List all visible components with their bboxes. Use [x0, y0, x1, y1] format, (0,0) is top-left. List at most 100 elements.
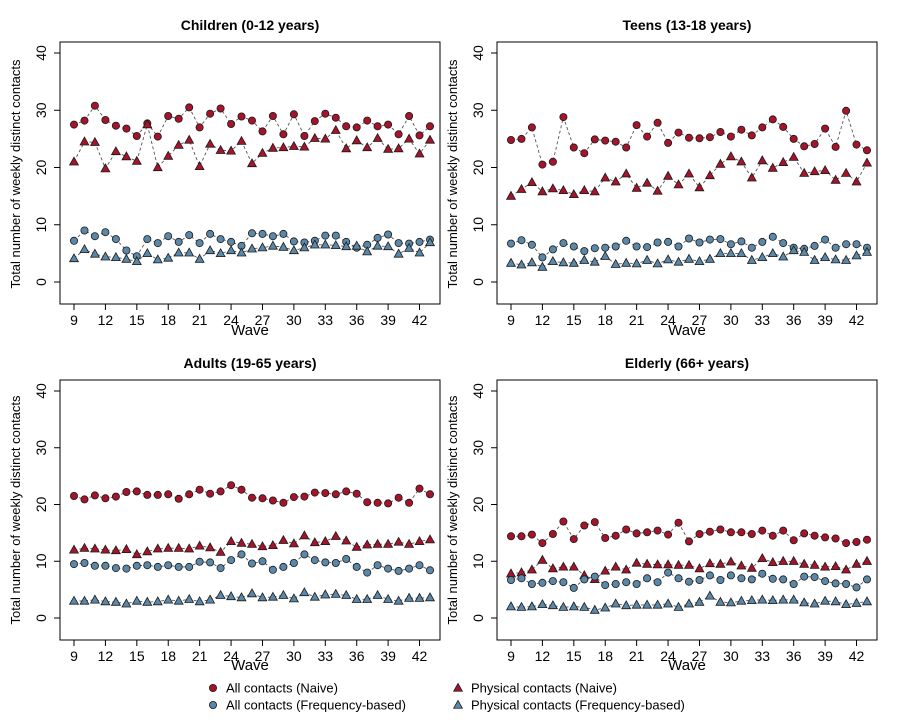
- data-point-circle: [321, 558, 330, 567]
- data-point-circle: [685, 133, 694, 142]
- data-point-triangle: [79, 542, 90, 552]
- data-point-circle: [517, 532, 526, 541]
- data-point-triangle: [788, 245, 799, 255]
- data-point-triangle: [299, 587, 310, 597]
- data-point-circle: [90, 232, 99, 241]
- panel-3: Adults (19-65 years) Wave Total number of …: [8, 355, 441, 674]
- data-point-circle: [716, 576, 725, 585]
- data-point-circle: [852, 583, 861, 592]
- data-point-triangle: [320, 133, 331, 143]
- x-tick-label: 39: [380, 648, 396, 664]
- data-point-circle: [569, 583, 578, 592]
- data-point-circle: [674, 518, 683, 527]
- data-point-triangle: [830, 174, 841, 184]
- x-tick-label: 27: [255, 648, 271, 664]
- x-tick-label: 39: [817, 312, 833, 328]
- data-point-circle: [800, 572, 809, 581]
- data-point-circle: [726, 240, 735, 249]
- data-point-triangle: [830, 596, 841, 606]
- data-point-circle: [590, 518, 599, 527]
- x-tick-label: 33: [755, 312, 771, 328]
- data-point-circle: [195, 485, 204, 494]
- data-point-circle: [643, 528, 652, 537]
- x-axis-label: Wave: [231, 657, 269, 674]
- data-point-triangle: [767, 247, 778, 258]
- data-point-triangle: [642, 177, 653, 187]
- data-point-triangle: [110, 251, 121, 262]
- y-axis-label: Total number of weekly distinct contacts: [8, 395, 23, 625]
- series-physical-contacts-frequency-based: [68, 587, 436, 608]
- data-point-circle: [342, 555, 351, 564]
- data-point-triangle: [184, 134, 195, 144]
- data-point-triangle: [424, 134, 436, 144]
- data-point-triangle: [89, 594, 100, 604]
- data-point-circle: [310, 117, 319, 126]
- data-point-circle: [384, 564, 393, 573]
- y-tick-label: 0: [470, 614, 486, 622]
- data-point-triangle: [383, 538, 394, 548]
- data-point-circle: [590, 244, 599, 253]
- data-point-triangle: [600, 565, 611, 575]
- data-point-triangle: [383, 593, 394, 603]
- data-point-circle: [331, 490, 340, 499]
- data-point-circle: [258, 229, 267, 238]
- data-point-triangle: [173, 247, 184, 257]
- data-point-triangle: [516, 183, 527, 193]
- data-point-circle: [300, 492, 309, 501]
- data-point-triangle: [547, 183, 558, 193]
- data-point-circle: [831, 534, 840, 543]
- plot-frame: [496, 379, 878, 641]
- data-point-circle: [611, 242, 620, 251]
- data-point-triangle: [215, 247, 226, 258]
- x-tick-label: 21: [192, 648, 208, 664]
- data-point-circle: [580, 247, 589, 256]
- data-point-circle: [569, 143, 578, 152]
- data-point-triangle: [152, 596, 163, 606]
- x-tick-label: 36: [349, 312, 365, 328]
- data-point-triangle: [236, 247, 247, 257]
- data-point-triangle: [610, 176, 621, 186]
- series-line: [510, 595, 868, 611]
- data-point-circle: [373, 498, 382, 507]
- series-all-contacts-frequency-based: [70, 550, 434, 577]
- data-point-triangle: [746, 562, 757, 572]
- panel-title: Teens (13-18 years): [623, 17, 752, 33]
- data-point-triangle: [404, 242, 415, 252]
- data-point-circle: [831, 579, 840, 588]
- data-point-triangle: [341, 535, 352, 545]
- data-point-triangle: [788, 555, 799, 565]
- data-point-circle: [695, 576, 704, 585]
- data-point-triangle: [537, 186, 548, 196]
- data-point-circle: [779, 239, 788, 248]
- data-point-triangle: [89, 543, 100, 553]
- data-point-circle: [258, 557, 267, 566]
- data-point-triangle: [725, 556, 736, 566]
- data-point-circle: [101, 494, 110, 503]
- x-tick-label: 15: [129, 648, 145, 664]
- x-tick-label: 12: [98, 648, 114, 664]
- x-tick-label: 9: [70, 312, 78, 328]
- data-point-triangle: [100, 544, 111, 554]
- data-point-triangle: [163, 150, 174, 160]
- data-point-circle: [705, 133, 714, 142]
- data-point-circle: [415, 237, 424, 246]
- data-point-triangle: [320, 535, 331, 545]
- data-point-circle: [415, 131, 424, 140]
- data-point-circle: [716, 525, 725, 534]
- data-point-triangle: [372, 132, 383, 142]
- data-point-circle: [258, 127, 267, 136]
- data-point-circle: [716, 235, 725, 244]
- data-point-triangle: [393, 536, 404, 546]
- data-point-triangle: [226, 535, 237, 545]
- data-point-triangle: [841, 598, 852, 608]
- data-point-triangle: [362, 539, 373, 549]
- data-point-circle: [425, 566, 434, 575]
- series-physical-contacts-naive: [505, 151, 873, 200]
- data-point-circle: [268, 112, 277, 121]
- data-point-circle: [289, 237, 298, 246]
- data-point-triangle: [163, 542, 174, 552]
- series-all-contacts-naive: [506, 517, 872, 548]
- data-point-circle: [153, 132, 162, 141]
- data-point-triangle: [537, 261, 548, 271]
- data-point-triangle: [589, 186, 600, 196]
